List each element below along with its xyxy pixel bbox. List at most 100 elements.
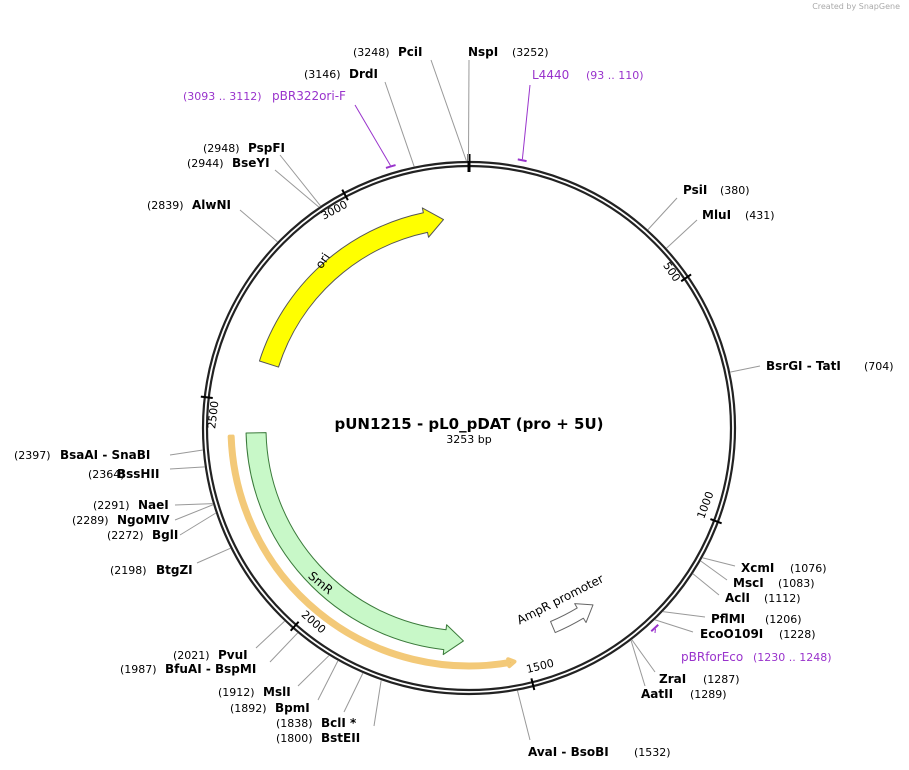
feature-arrow [258,207,445,368]
credit: Created by SnapGene [812,2,900,11]
site-position: (1838) [276,717,313,730]
primer-range: (3093 .. 3112) [183,90,262,103]
map-title: pUN1215 - pL0_pDAT (pro + 5U) [335,415,604,433]
scale-tick [530,678,536,691]
site-position: (1892) [230,702,267,715]
site-name: AatII [641,687,673,701]
scale-label: 1500 [525,657,555,676]
site-leader [174,504,214,521]
site-position: (2021) [173,649,210,662]
site-leader [666,219,698,249]
site-name: BssHII [117,467,159,481]
site-leader [255,620,286,649]
site-leader [196,547,231,564]
site-leader [662,611,706,618]
site-position: (1076) [790,562,827,575]
site-name: PflMI [711,612,745,626]
site-leader [654,619,694,633]
scale-label: 2500 [205,400,221,429]
site-leader [373,680,382,727]
site-leader [269,632,299,663]
site-position: (2364) [88,468,125,481]
site-name: AlwNI [192,198,231,212]
site-position: (3146) [304,68,341,81]
primer-leader [354,104,391,166]
site-position: (380) [720,184,750,197]
primer-arc [517,158,527,163]
site-leader [169,466,205,470]
site-position: (3248) [353,46,390,59]
scale-tick [200,395,213,400]
site-position: (2198) [110,564,147,577]
primer-range: (1230 .. 1248) [753,651,832,664]
map-size: 3253 bp [446,433,491,446]
primer-arc [650,624,659,632]
primer-name: pBRforEco [681,650,743,664]
site-leader [647,197,678,231]
site-leader [239,209,278,243]
site-position: (1228) [779,628,816,641]
site-leader [516,690,531,741]
site-leader [169,449,203,456]
site-position: (1287) [703,673,740,686]
feature-arrow [550,603,594,634]
scale-tick [680,273,692,283]
site-leader [297,655,330,687]
site-leader [384,81,415,167]
site-leader [274,169,320,208]
site-position: (2948) [203,142,240,155]
site-name: MluI [702,208,731,222]
primer-name: pBR322ori-F [272,89,346,103]
scale-tick [289,621,300,632]
site-position: (2397) [14,449,51,462]
site-position: (704) [864,360,894,373]
site-position: (2944) [187,157,224,170]
site-name: BclI * [321,716,357,730]
site-leader [279,154,322,207]
site-name: NspI [468,45,498,59]
site-leader [631,639,656,673]
site-name: AvaI - BsoBI [528,745,609,759]
site-name: BtgZI [156,563,193,577]
site-name: MscI [733,576,764,590]
site-position: (3252) [512,46,549,59]
site-name: BsaAI - SnaBI [60,448,150,462]
site-name: BsrGI - TatI [766,359,841,373]
scale-label: 3000 [319,198,350,223]
site-position: (431) [745,209,775,222]
site-leader [174,503,213,506]
site-position: (2289) [72,514,109,527]
scale-tick [710,518,722,525]
primer-arc [385,164,396,169]
site-name: NgoMIV [117,513,170,527]
site-leader [700,560,728,581]
site-name: PspFI [248,141,285,155]
site-name: BfuAI - BspMI [165,662,256,676]
feature-arrow [245,432,464,656]
site-position: (1112) [764,592,801,605]
primer-name: L4440 [532,68,569,82]
site-leader [343,672,364,713]
site-name: DrdI [349,67,378,81]
site-name: BstEII [321,731,360,745]
site-name: BpmI [275,701,310,715]
scale-tick [341,189,349,201]
site-position: (2839) [147,199,184,212]
site-name: BseYI [232,156,270,170]
site-leader [702,557,736,567]
site-leader [630,640,646,687]
primer-leader [521,84,531,160]
site-leader [430,59,467,162]
site-name: PsiI [683,183,707,197]
site-position: (1912) [218,686,255,699]
site-position: (2291) [93,499,130,512]
site-leader [179,512,217,536]
site-name: XcmI [741,561,774,575]
site-name: BglI [152,528,178,542]
site-position: (1289) [690,688,727,701]
site-position: (1532) [634,746,671,759]
site-position: (1083) [778,577,815,590]
site-leader [692,573,720,596]
site-name: PciI [398,45,423,59]
site-name: PvuI [218,648,248,662]
